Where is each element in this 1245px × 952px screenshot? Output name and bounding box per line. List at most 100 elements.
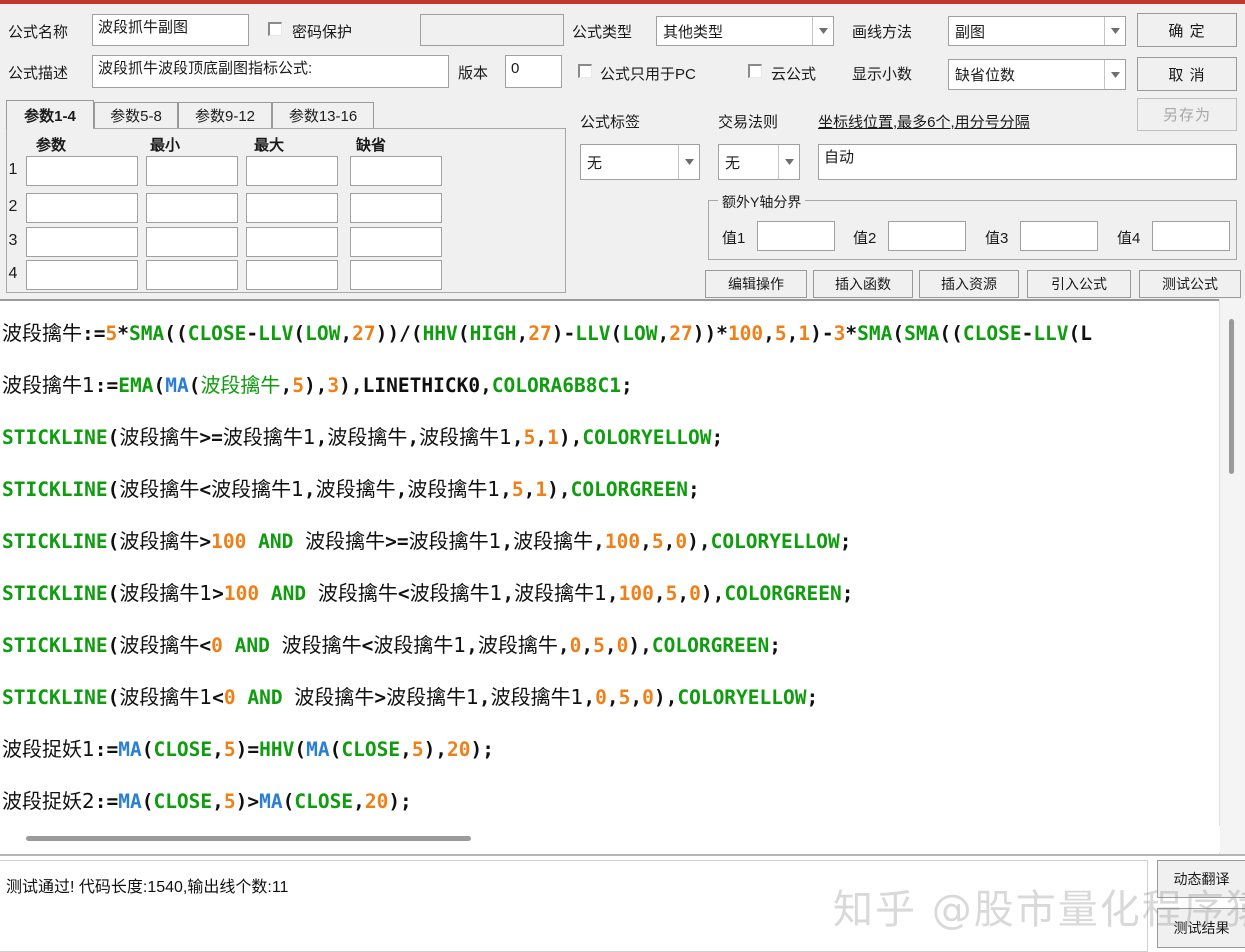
code-line: STICKLINE(波段擒牛1<0 AND 波段擒牛>波段擒牛1,波段擒牛1,0… bbox=[2, 685, 819, 709]
param-input-4-name[interactable] bbox=[26, 260, 138, 290]
code-content[interactable]: 波段擒牛:=5*SMA((CLOSE-LLV(LOW,27))/(HHV(HIG… bbox=[2, 307, 1245, 827]
tab-params-9-12[interactable]: 参数9-12 bbox=[178, 102, 272, 128]
formula-name-label: 公式名称 bbox=[8, 24, 69, 41]
param-input-2-max[interactable] bbox=[246, 193, 338, 223]
param-input-1-min[interactable] bbox=[146, 156, 238, 186]
y-value-3-input[interactable] bbox=[1020, 221, 1098, 251]
coord-line-label: 坐标线位置,最多6个,用分号分隔 bbox=[818, 114, 1030, 131]
param-input-1-default[interactable] bbox=[350, 156, 442, 186]
formula-properties-panel: 公式名称 波段抓牛副图 密码保护 公式类型 其他类型 画线方法 副图 公式描述 … bbox=[0, 4, 1245, 299]
code-line: STICKLINE(波段擒牛<波段擒牛1,波段擒牛,波段擒牛1,5,1),COL… bbox=[2, 477, 700, 501]
tab-params-1-4[interactable]: 参数1-4 bbox=[6, 100, 94, 129]
y-value-1-input[interactable] bbox=[757, 221, 835, 251]
chevron-down-icon[interactable] bbox=[678, 145, 699, 179]
dynamic-translate-button[interactable]: 动态翻译 bbox=[1157, 860, 1245, 898]
formula-tag-value: 无 bbox=[587, 154, 603, 172]
chevron-down-icon[interactable] bbox=[1104, 17, 1125, 45]
window-accent-bar bbox=[0, 0, 1245, 4]
param-input-2-default[interactable] bbox=[350, 193, 442, 223]
chevron-down-icon[interactable] bbox=[778, 145, 799, 179]
editor-horizontal-scroll-thumb[interactable] bbox=[26, 836, 471, 841]
formula-tag-combo[interactable]: 无 bbox=[580, 144, 700, 180]
y-value-2-input[interactable] bbox=[888, 221, 966, 251]
param-input-4-min[interactable] bbox=[146, 260, 238, 290]
formula-name-input[interactable]: 波段抓牛副图 bbox=[92, 14, 249, 46]
extra-y-axis-group-title: 额外Y轴分界 bbox=[718, 192, 806, 212]
formula-type-value: 其他类型 bbox=[663, 23, 724, 41]
code-line: STICKLINE(波段擒牛>100 AND 波段擒牛>=波段擒牛1,波段擒牛,… bbox=[2, 529, 852, 553]
param-col-header-default: 缺省 bbox=[356, 137, 387, 154]
version-label: 版本 bbox=[458, 65, 489, 82]
code-line: STICKLINE(波段擒牛<0 AND 波段擒牛<波段擒牛1,波段擒牛,0,5… bbox=[2, 633, 782, 657]
y-value-4-label: 值4 bbox=[1117, 230, 1141, 247]
tab-params-13-16[interactable]: 参数13-16 bbox=[272, 102, 374, 128]
draw-method-label: 画线方法 bbox=[852, 24, 913, 41]
param-col-header-min: 最小 bbox=[150, 137, 181, 154]
import-formula-button[interactable]: 引入公式 bbox=[1027, 270, 1131, 298]
cloud-formula-label: 云公式 bbox=[771, 66, 817, 83]
cancel-button[interactable]: 取 消 bbox=[1137, 57, 1237, 91]
param-input-3-default[interactable] bbox=[350, 227, 442, 257]
param-input-1-max[interactable] bbox=[246, 156, 338, 186]
param-input-3-name[interactable] bbox=[26, 227, 138, 257]
tab-params-5-8[interactable]: 参数5-8 bbox=[94, 102, 178, 128]
y-value-1-label: 值1 bbox=[722, 230, 746, 247]
param-input-4-default[interactable] bbox=[350, 260, 442, 290]
formula-type-label: 公式类型 bbox=[572, 24, 633, 41]
edit-operation-button[interactable]: 编辑操作 bbox=[705, 270, 807, 298]
editor-vertical-scroll-thumb[interactable] bbox=[1229, 319, 1234, 474]
param-input-2-name[interactable] bbox=[26, 193, 138, 223]
param-row-number: 4 bbox=[8, 265, 18, 282]
y-value-2-label: 值2 bbox=[853, 230, 877, 247]
formula-desc-label: 公式描述 bbox=[8, 65, 69, 82]
test-output-box: 测试通过! 代码长度:1540,输出线个数:11 bbox=[0, 860, 1148, 952]
formula-type-combo[interactable]: 其他类型 bbox=[656, 16, 834, 46]
password-input[interactable] bbox=[420, 14, 564, 46]
draw-method-combo[interactable]: 副图 bbox=[948, 16, 1126, 46]
test-result-button[interactable]: 测试结果 bbox=[1157, 908, 1245, 948]
code-line: 波段擒牛:=5*SMA((CLOSE-LLV(LOW,27))/(HHV(HIG… bbox=[2, 321, 1093, 345]
param-tabs: 参数1-4 参数5-8 参数9-12 参数13-16 bbox=[6, 100, 566, 129]
param-row-number: 3 bbox=[8, 232, 18, 249]
chevron-down-icon[interactable] bbox=[812, 17, 833, 45]
param-input-2-min[interactable] bbox=[146, 193, 238, 223]
coord-line-input[interactable]: 自动 bbox=[818, 144, 1237, 180]
ok-button[interactable]: 确 定 bbox=[1137, 13, 1237, 47]
decimals-label: 显示小数 bbox=[852, 66, 913, 83]
status-message: 测试通过! 代码长度:1540,输出线个数:11 bbox=[6, 879, 289, 896]
password-protect-label: 密码保护 bbox=[292, 24, 353, 41]
insert-resource-button[interactable]: 插入资源 bbox=[919, 270, 1019, 298]
y-value-4-input[interactable] bbox=[1152, 221, 1230, 251]
code-line: 波段捉妖2:=MA(CLOSE,5)>MA(CLOSE,20); bbox=[2, 789, 412, 813]
pc-only-label: 公式只用于PC bbox=[600, 66, 696, 83]
pc-only-checkbox[interactable] bbox=[578, 64, 592, 78]
decimals-value: 缺省位数 bbox=[955, 67, 1016, 84]
version-input[interactable]: 0 bbox=[505, 55, 562, 88]
trade-rule-combo[interactable]: 无 bbox=[718, 144, 800, 180]
editor-horizontal-scrollbar[interactable] bbox=[0, 826, 1220, 852]
formula-desc-input[interactable]: 波段抓牛波段顶底副图指标公式: bbox=[92, 55, 449, 88]
code-line: STICKLINE(波段擒牛>=波段擒牛1,波段擒牛,波段擒牛1,5,1),CO… bbox=[2, 425, 724, 449]
formula-code-editor[interactable]: 波段擒牛:=5*SMA((CLOSE-LLV(LOW,27))/(HHV(HIG… bbox=[0, 299, 1245, 854]
decimals-combo[interactable]: 缺省位数 bbox=[948, 59, 1126, 90]
code-line: STICKLINE(波段擒牛1>100 AND 波段擒牛<波段擒牛1,波段擒牛1… bbox=[2, 581, 854, 605]
param-table-group bbox=[6, 128, 566, 293]
param-row-number: 1 bbox=[8, 161, 18, 178]
insert-function-button[interactable]: 插入函数 bbox=[813, 270, 913, 298]
chevron-down-icon[interactable] bbox=[1104, 60, 1125, 89]
param-input-1-name[interactable] bbox=[26, 156, 138, 186]
code-line: 波段擒牛1:=EMA(MA(波段擒牛,5),3),LINETHICK0,COLO… bbox=[2, 373, 633, 397]
param-input-3-min[interactable] bbox=[146, 227, 238, 257]
editor-vertical-scrollbar[interactable] bbox=[1219, 299, 1245, 854]
param-input-4-max[interactable] bbox=[246, 260, 338, 290]
test-formula-button[interactable]: 测试公式 bbox=[1139, 270, 1241, 298]
password-protect-checkbox[interactable] bbox=[268, 22, 282, 36]
param-input-3-max[interactable] bbox=[246, 227, 338, 257]
cloud-formula-checkbox[interactable] bbox=[748, 64, 762, 78]
param-col-header-max: 最大 bbox=[254, 137, 285, 154]
trade-rule-value: 无 bbox=[725, 154, 741, 172]
status-area: 测试通过! 代码长度:1540,输出线个数:11 动态翻译 测试结果 bbox=[0, 854, 1245, 952]
draw-method-value: 副图 bbox=[955, 23, 986, 41]
extra-y-axis-group bbox=[708, 200, 1237, 260]
